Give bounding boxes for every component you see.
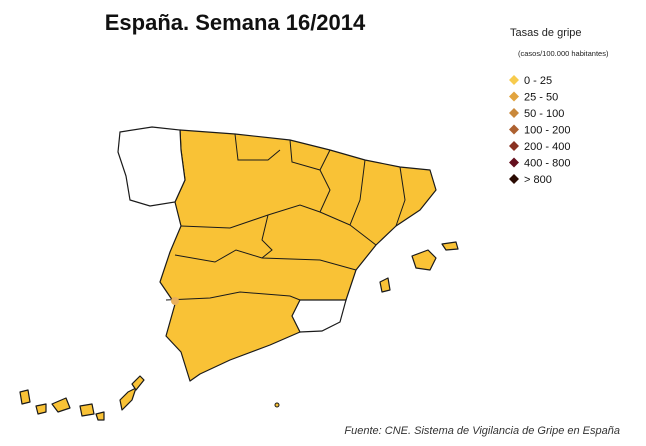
galicia bbox=[117, 126, 186, 207]
canary bbox=[119, 387, 137, 411]
source: Fuente: CNE. Sistema de Vigilancia de Gr… bbox=[344, 425, 620, 437]
murcia bbox=[291, 299, 347, 333]
legend-label: 100 - 200 bbox=[524, 125, 570, 137]
border bbox=[165, 291, 301, 301]
title: España. Semana 16/2014 bbox=[105, 10, 366, 35]
legend-swatch bbox=[509, 108, 519, 118]
border bbox=[319, 169, 331, 213]
mainland bbox=[159, 129, 437, 382]
border bbox=[395, 166, 406, 227]
canary bbox=[35, 403, 47, 415]
mallorca bbox=[411, 249, 437, 271]
map bbox=[19, 126, 459, 421]
border bbox=[174, 249, 357, 271]
ibiza bbox=[379, 277, 391, 293]
hotspot bbox=[171, 297, 179, 305]
ceuta bbox=[274, 402, 280, 408]
legend-label: 0 - 25 bbox=[524, 75, 552, 87]
canary bbox=[51, 397, 71, 413]
legend-subtitle: (casos/100.000 habitantes) bbox=[518, 49, 609, 58]
canary bbox=[131, 375, 145, 391]
legend-swatch bbox=[509, 124, 519, 135]
legend-label: 25 - 50 bbox=[524, 92, 558, 104]
border bbox=[180, 204, 351, 229]
legend-label: 50 - 100 bbox=[524, 108, 564, 120]
border bbox=[234, 133, 281, 161]
legend-label: 200 - 400 bbox=[524, 141, 570, 153]
legend: Tasas de gripe (casos/100.000 habitantes… bbox=[509, 27, 609, 186]
border bbox=[289, 139, 331, 171]
legend-label: > 800 bbox=[524, 174, 552, 186]
legend-swatch bbox=[509, 91, 519, 102]
canary bbox=[95, 411, 105, 421]
border bbox=[261, 214, 273, 259]
legend-label: 400 - 800 bbox=[524, 158, 570, 170]
menorca bbox=[441, 241, 459, 251]
legend-title: Tasas de gripe bbox=[510, 27, 582, 39]
legend-swatch bbox=[509, 75, 519, 85]
legend-swatch bbox=[509, 174, 519, 184]
canary bbox=[79, 403, 95, 417]
legend-swatch bbox=[509, 141, 519, 151]
canary bbox=[19, 389, 31, 405]
legend-swatch bbox=[509, 157, 519, 168]
border bbox=[349, 159, 377, 246]
